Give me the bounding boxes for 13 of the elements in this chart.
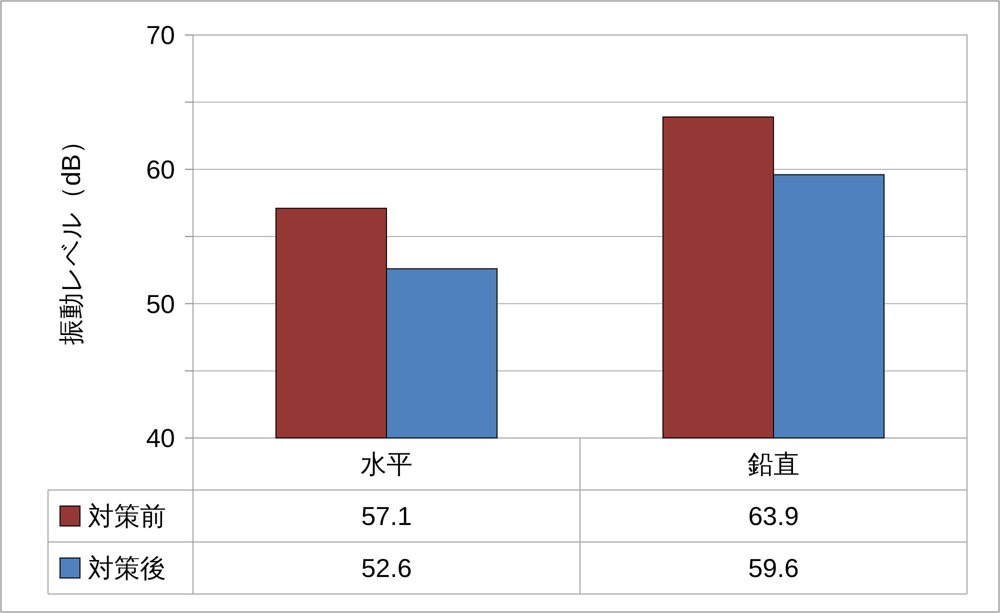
y-tick-label: 40 [146,423,175,454]
data-label: 63.9 [748,501,799,532]
y-axis-title: 振動レベル（dB） [56,128,86,345]
data-label: 57.1 [361,501,412,532]
legend-label: 対策前 [88,501,166,532]
x-tick-label: 水平 [360,449,412,480]
data-label: 59.6 [748,553,799,584]
y-tick-label: 60 [146,154,175,184]
data-label: 52.6 [361,553,412,584]
y-tick-label: 50 [146,288,175,319]
x-tick-label: 鉛直 [748,449,800,480]
y-tick-label: 70 [146,20,175,50]
legend-label: 対策後 [88,553,166,584]
